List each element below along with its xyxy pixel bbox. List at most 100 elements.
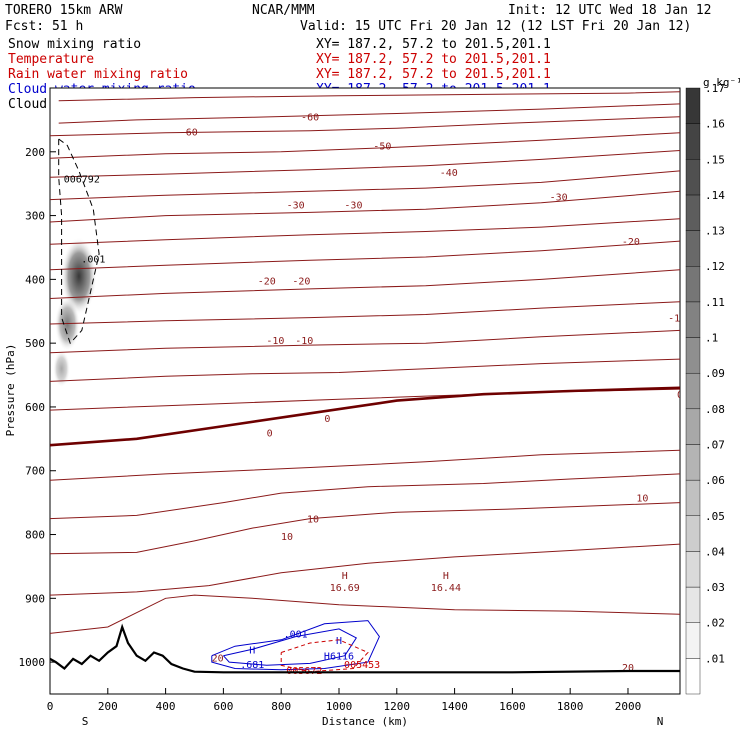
high-value: 16.44 bbox=[431, 583, 461, 594]
field-legend-name: Rain water mixing ratio bbox=[8, 67, 188, 82]
high-value: 16.69 bbox=[330, 583, 360, 594]
temperature-label: -50 bbox=[373, 141, 391, 152]
rain-contour bbox=[280, 639, 369, 673]
x-axis-south-label: S bbox=[82, 715, 89, 728]
temperature-label: -10 bbox=[266, 336, 284, 347]
x-tick-label: 400 bbox=[156, 700, 176, 713]
colorbar-swatch bbox=[685, 551, 701, 588]
colorbar-swatch bbox=[685, 337, 701, 374]
y-tick-label: 800 bbox=[25, 529, 45, 542]
temperature-label: 10 bbox=[281, 532, 293, 543]
temperature-label: 0 bbox=[267, 428, 273, 439]
colorbar-swatch bbox=[685, 372, 701, 410]
temperature-label: 0 bbox=[324, 414, 330, 425]
colorbar-swatch bbox=[685, 194, 701, 231]
colorbar-swatch bbox=[685, 266, 701, 303]
temperature-label: -20 bbox=[258, 277, 276, 288]
temperature-contour bbox=[50, 386, 680, 447]
temperature-label: -10 bbox=[668, 314, 686, 325]
x-axis-label: Distance (km) bbox=[322, 715, 408, 728]
field-legend-xy: XY= 187.2, 57.2 to 201.5,201.1 bbox=[316, 52, 551, 67]
colorbar-unit: g kg⁻¹ bbox=[703, 76, 740, 89]
colorbar-tick-label: .08 bbox=[705, 403, 725, 416]
temperature-contour bbox=[50, 190, 680, 223]
x-tick-label: 200 bbox=[98, 700, 118, 713]
cloud-water-label: .001 bbox=[284, 629, 308, 640]
temperature-contour bbox=[50, 132, 680, 159]
colorbar-tick-label: .05 bbox=[705, 510, 725, 523]
snow-shading-blob bbox=[52, 349, 71, 388]
colorbar-tick-label: .09 bbox=[705, 367, 725, 380]
temperature-label: -60 bbox=[180, 127, 198, 138]
cloud-water-label: H bbox=[249, 645, 255, 656]
temperature-contour bbox=[50, 150, 680, 178]
colorbar-tick-label: .07 bbox=[705, 438, 725, 451]
y-axis-label: Pressure (hPa) bbox=[4, 344, 17, 437]
x-tick-label: 1200 bbox=[384, 700, 411, 713]
high-marker: H bbox=[342, 571, 348, 582]
valid-time: Valid: 15 UTC Fri 20 Jan 12 (12 LST Fri … bbox=[300, 19, 691, 34]
temperature-label: -20 bbox=[622, 237, 640, 248]
y-tick-label: 300 bbox=[25, 210, 45, 223]
colorbar-tick-label: .13 bbox=[705, 225, 725, 238]
colorbar-swatch bbox=[685, 444, 701, 481]
temperature-contour bbox=[50, 449, 680, 481]
x-tick-label: 1400 bbox=[441, 700, 468, 713]
snow-shading-blob bbox=[54, 296, 80, 352]
forecast-hour: Fcst: 51 h bbox=[5, 19, 83, 34]
x-tick-label: 1600 bbox=[499, 700, 526, 713]
colorbar-tick-label: .03 bbox=[705, 581, 725, 594]
temperature-contour bbox=[50, 269, 680, 299]
snow-shading-blob bbox=[61, 237, 97, 316]
y-tick-label: 200 bbox=[25, 146, 45, 159]
plot-content: -60 -60 -50 -40 -30 -30 -30 -20 -20 -20 -10 -10 -10 0… bbox=[50, 91, 686, 677]
temperature-contour bbox=[50, 502, 680, 555]
temperature-label: -60 bbox=[301, 113, 319, 124]
colorbar-tick-label: .04 bbox=[705, 545, 725, 558]
cloud-water-label: H bbox=[336, 636, 342, 647]
temperature-contour bbox=[50, 358, 680, 382]
colorbar-swatch bbox=[685, 230, 701, 267]
colorbar-swatch bbox=[685, 515, 701, 552]
colorbar-swatch bbox=[685, 586, 701, 623]
temperature-contour bbox=[50, 543, 680, 596]
colorbar-swatch bbox=[685, 159, 701, 196]
colorbar-swatch bbox=[685, 87, 701, 124]
x-tick-label: 2000 bbox=[615, 700, 642, 713]
colorbar-swatch bbox=[685, 123, 701, 160]
temperature-contour bbox=[58, 103, 680, 124]
colorbar-tick-label: .11 bbox=[705, 296, 725, 309]
temperature-label: 0 bbox=[677, 390, 683, 401]
y-tick-label: 500 bbox=[25, 337, 45, 350]
temperature-contour bbox=[58, 91, 680, 102]
ice-contour bbox=[58, 138, 100, 345]
colorbar-tick-label: .06 bbox=[705, 474, 725, 487]
temperature-label: 10 bbox=[636, 494, 648, 505]
plot-area: -60 -60 -50 -40 -30 -30 -30 -20 -20 -20 -10 -10 -10 0… bbox=[19, 87, 686, 713]
temperature-label: -30 bbox=[344, 201, 362, 212]
temperature-label: -10 bbox=[295, 336, 313, 347]
cloud-water-label: H6116 bbox=[324, 652, 354, 663]
y-tick-label: 400 bbox=[25, 273, 45, 286]
high-marker: H bbox=[443, 571, 449, 582]
cloud-water-contour bbox=[223, 628, 358, 666]
terrain-line bbox=[50, 623, 680, 674]
field-legend-xy: XY= 187.2, 57.2 to 201.5,201.1 bbox=[316, 37, 551, 52]
model-title: TORERO 15km ARW bbox=[5, 3, 123, 18]
y-tick-label: 1000 bbox=[19, 656, 46, 669]
temperature-contour bbox=[50, 170, 680, 201]
field-legend-xy: XY= 187.2, 57.2 to 201.5,201.1 bbox=[316, 67, 551, 82]
temperature-contour bbox=[50, 240, 680, 271]
y-tick-label: 900 bbox=[25, 592, 45, 605]
temperature-label: -20 bbox=[292, 277, 310, 288]
colorbar-swatch bbox=[685, 301, 701, 338]
temperature-label: -30 bbox=[287, 201, 305, 212]
colorbar-tick-label: .16 bbox=[705, 118, 725, 131]
y-tick-label: 600 bbox=[25, 401, 45, 414]
x-tick-label: 600 bbox=[213, 700, 233, 713]
field-legend-name: Snow mixing ratio bbox=[8, 37, 141, 52]
x-tick-label: 0 bbox=[47, 700, 54, 713]
colorbar-tick-label: .17 bbox=[705, 82, 725, 95]
colorbar-tick-label: .15 bbox=[705, 153, 725, 166]
